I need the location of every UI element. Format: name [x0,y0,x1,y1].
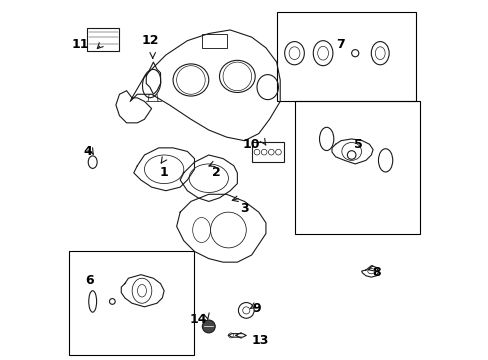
Text: 1: 1 [160,166,168,179]
Text: 2: 2 [211,166,220,179]
Text: 5: 5 [354,138,363,151]
Text: 11: 11 [71,38,89,51]
Bar [87,28,119,51]
Text: 10: 10 [243,138,260,151]
Text: 6: 6 [84,274,93,287]
Bar [251,143,283,162]
Circle shape [202,320,215,333]
Bar [69,251,194,355]
Bar [201,33,226,48]
Bar [276,12,415,102]
Text: 12: 12 [141,34,158,47]
Text: 9: 9 [252,302,261,315]
Text: 3: 3 [240,202,248,215]
Text: 7: 7 [336,38,345,51]
Bar [294,102,419,234]
Text: 14: 14 [189,313,206,326]
Text: 8: 8 [371,266,380,279]
Text: 13: 13 [251,334,269,347]
Text: 4: 4 [83,145,92,158]
